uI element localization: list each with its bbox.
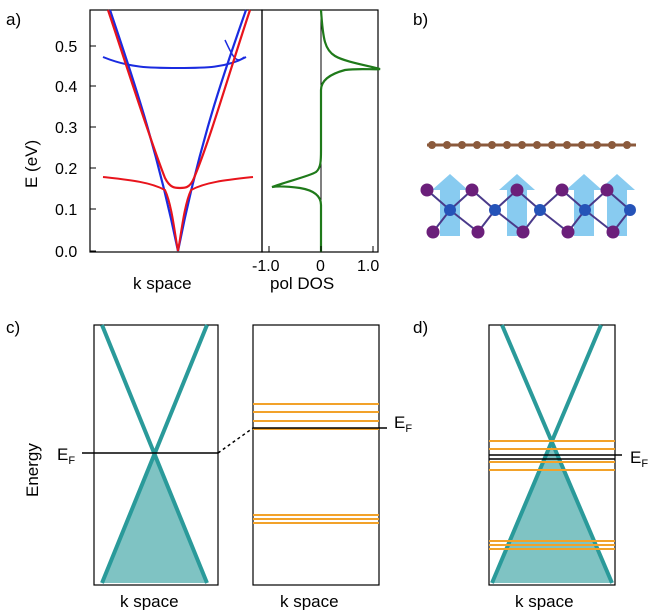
blue-band-right	[176, 9, 248, 252]
flat-bands-upper	[489, 440, 615, 471]
fermi-label: EF	[57, 445, 75, 467]
dos-x-axis-label: pol DOS	[270, 274, 334, 293]
red-band-lower	[102, 176, 254, 252]
panel-d: EF k space	[488, 324, 648, 610]
y-axis-label: E (eV)	[22, 140, 41, 188]
y-tick-label: 0.4	[55, 79, 77, 96]
panel-a-dos: -1.0 0 1.0 pol DOS	[252, 9, 381, 293]
connector-dashed	[217, 427, 254, 454]
y-tick-label: 0.3	[55, 120, 77, 137]
dos-tick-label: 0	[316, 258, 325, 275]
dirac-cone-line	[100, 324, 209, 584]
panel-c-right-x-label: k space	[280, 592, 339, 610]
red-band-upper	[106, 9, 252, 190]
panel-label-b: b)	[413, 10, 428, 29]
panel-label-c: c)	[6, 318, 20, 337]
dos-tick-label: 1.0	[357, 258, 379, 275]
panel-c-left-frame	[93, 324, 219, 586]
flat-bands-lower	[489, 540, 615, 550]
blue-band-left	[108, 9, 180, 252]
s-atoms	[420, 183, 620, 239]
y-axis-ticks: 0.0 0.1 0.2 0.3 0.4 0.5	[55, 39, 96, 261]
y-tick-label: 0.2	[55, 161, 77, 178]
dos-tick-label: -1.0	[252, 258, 280, 275]
panel-c-left-x-label: k space	[120, 592, 179, 610]
flat-bands-lower	[253, 514, 379, 524]
y-tick-label: 0.1	[55, 202, 77, 219]
filled-states	[102, 455, 207, 583]
mo-atoms	[444, 204, 636, 216]
bands-frame	[89, 9, 263, 253]
dos-curve	[271, 9, 381, 252]
fermi-label: EF	[630, 448, 648, 470]
graphene-atoms	[428, 141, 631, 149]
panel-label-a: a)	[6, 10, 21, 29]
panel-c-right-frame	[252, 324, 380, 586]
y-tick-label: 0.0	[55, 244, 77, 261]
panel-label-d: d)	[413, 318, 428, 337]
panel-a-bands: 0.0 0.1 0.2 0.3 0.4 0.5 E (eV) k space	[22, 9, 263, 293]
panel-b-structure	[420, 141, 636, 239]
panel-d-x-label: k space	[515, 592, 574, 610]
panel-c-left: EF Energy k space	[23, 324, 219, 610]
fermi-label: EF	[394, 413, 412, 435]
filled-states	[492, 440, 612, 583]
energy-axis-label: Energy	[23, 443, 42, 497]
bands-x-axis-label: k space	[133, 274, 192, 293]
y-tick-label: 0.5	[55, 39, 77, 56]
panel-c-right: EF k space	[252, 324, 412, 610]
flat-bands-upper	[253, 403, 379, 430]
